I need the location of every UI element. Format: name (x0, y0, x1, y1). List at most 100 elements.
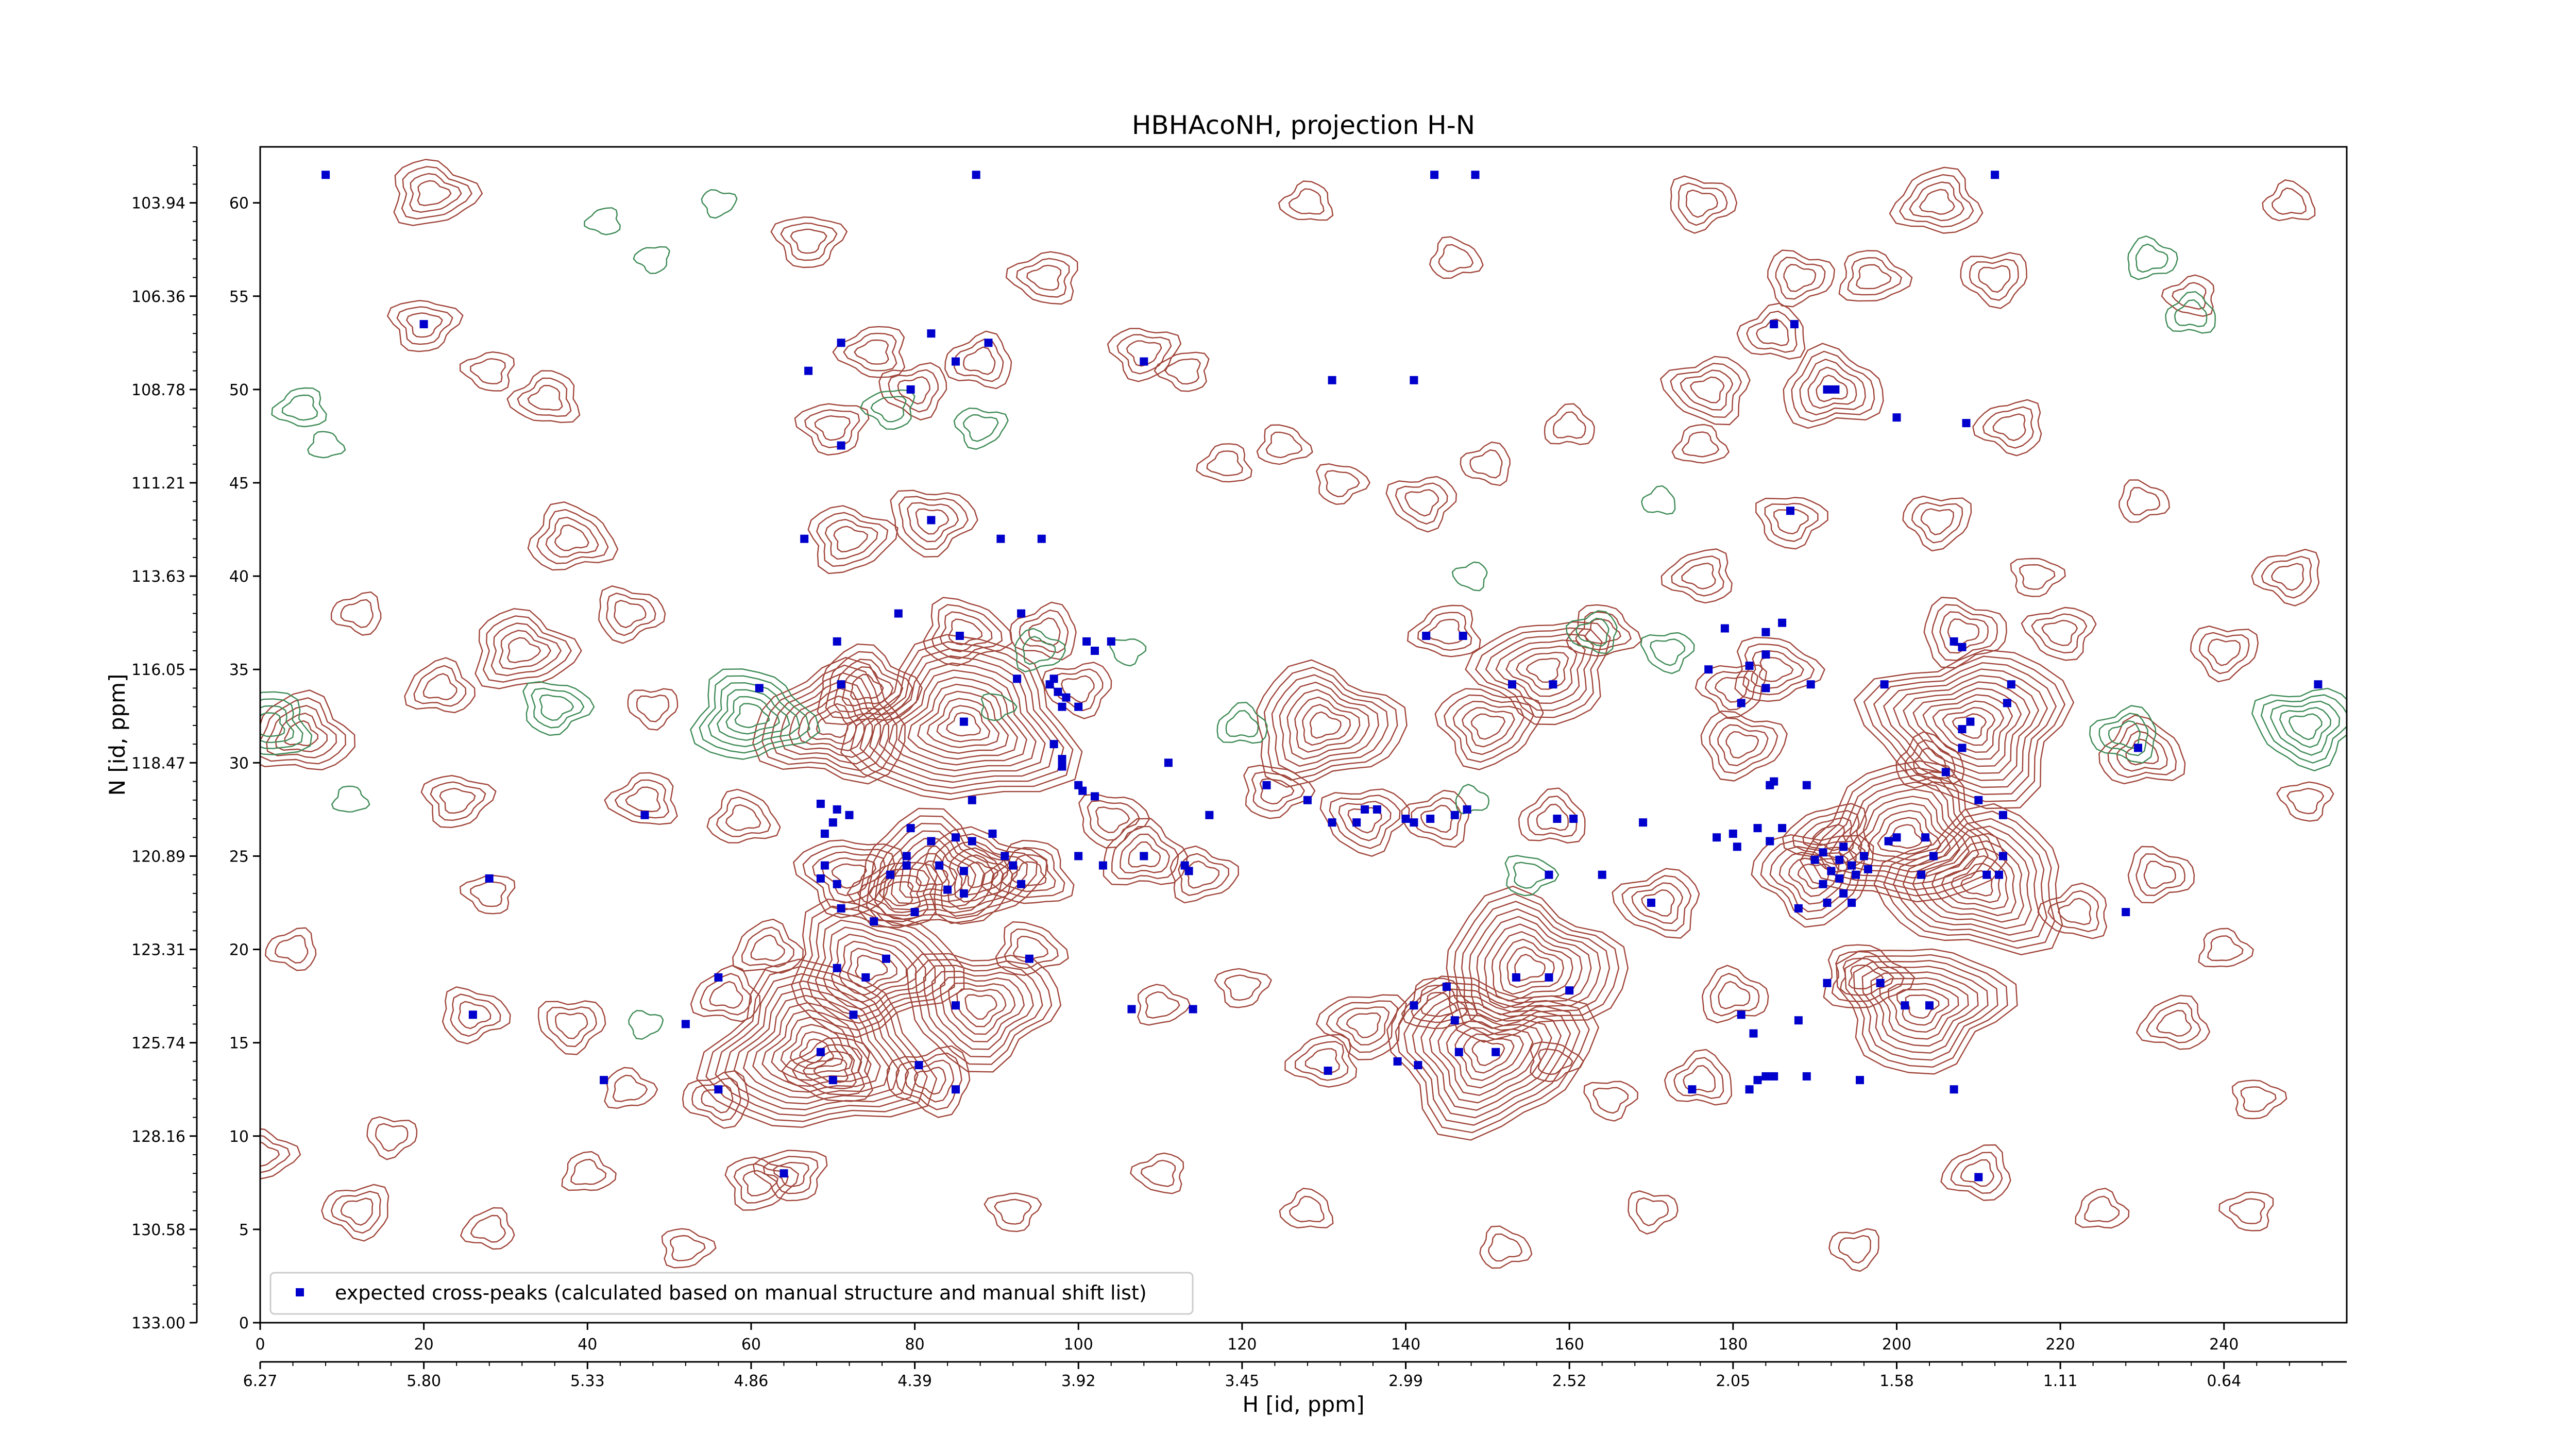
contour-level (1566, 604, 1642, 657)
contour-level (1941, 855, 2009, 910)
contour-level (1078, 794, 1150, 849)
contour-level (1527, 795, 1578, 837)
contour-level (946, 712, 981, 737)
contour-level (816, 512, 889, 567)
contour-level (1406, 604, 1481, 657)
contour-level (1004, 928, 1059, 969)
positive-contour (330, 591, 382, 636)
contour-level (1775, 257, 1826, 300)
positive-contour (1385, 476, 1458, 533)
contour-level (459, 874, 516, 915)
positive-contour (1660, 548, 1733, 604)
peak-marker (816, 800, 825, 808)
contour-level (442, 986, 511, 1044)
contour-level (923, 965, 1043, 1058)
peak-marker (1639, 818, 1648, 827)
peak-marker (2122, 908, 2130, 917)
contour-level (1216, 701, 1268, 744)
contour-level (761, 664, 898, 778)
peak-marker (2134, 744, 2142, 752)
contour-level (1904, 739, 1956, 782)
contour-level (1919, 189, 1955, 215)
contour-level (724, 1156, 799, 1211)
peak-marker (1565, 986, 1574, 995)
contour-level (612, 1074, 648, 1102)
contour-level (1838, 788, 1970, 879)
peak-marker (1569, 815, 1578, 823)
contour-level (1844, 954, 2008, 1068)
contour-level (1621, 875, 1692, 932)
peak-marker (2314, 680, 2323, 689)
positive-contour (1107, 328, 1182, 382)
contour-level (878, 362, 947, 420)
contour-level (779, 680, 882, 765)
contour-level (1395, 982, 1590, 1134)
contour-level (2031, 613, 2088, 654)
contour-level (690, 668, 821, 760)
peak-marker (1450, 1016, 1459, 1025)
contour-level (561, 1151, 617, 1191)
contour-level (474, 608, 582, 689)
peak-marker (1745, 1085, 1754, 1094)
peak-marker (972, 171, 980, 179)
contour-level (430, 781, 486, 821)
positive-contour (2262, 179, 2316, 222)
contour-level (1952, 713, 1987, 739)
contour-level (1536, 803, 1569, 831)
contour-level (1265, 431, 1303, 459)
contour-level (2261, 694, 2347, 764)
contour-level (1819, 774, 1989, 891)
contour-level (807, 913, 946, 1024)
contour-level (1673, 1057, 1724, 1099)
contour-level (2229, 1198, 2265, 1224)
peak-marker (952, 1085, 960, 1094)
contour-level (2261, 555, 2312, 599)
y-tick-label: 20 (229, 941, 249, 959)
positive-contour (321, 1184, 389, 1242)
positive-contour (770, 216, 848, 268)
x-tick-label: 140 (1391, 1336, 1420, 1354)
y-tick-label: 15 (229, 1035, 249, 1053)
contour-level (1909, 181, 1965, 222)
y-tick-label: 35 (229, 661, 249, 679)
contour-level (1893, 674, 2040, 781)
contour-level (2127, 235, 2178, 280)
positive-contour (459, 874, 516, 915)
peak-marker (779, 1169, 788, 1178)
positive-contour (995, 921, 1069, 976)
contour-level (1715, 677, 1750, 703)
contour-level (742, 994, 891, 1099)
peak-marker (1823, 385, 1832, 394)
y-ppm-tick-label: 116.05 (131, 661, 185, 679)
peak-marker (600, 1076, 608, 1085)
positive-contour (1009, 601, 1077, 661)
positive-contour (2276, 781, 2334, 822)
contour-level (953, 408, 1009, 450)
peak-marker (1802, 1072, 1811, 1081)
positive-contour (832, 326, 906, 378)
contour-level (939, 976, 1025, 1042)
contour-level (709, 981, 743, 1009)
contour-level (886, 1045, 971, 1118)
negative-contour (980, 693, 1018, 721)
peak-marker (1549, 680, 1557, 689)
contour-level (1319, 788, 1410, 857)
contour-level (980, 839, 1075, 904)
contour-level (1309, 711, 1342, 739)
peak-marker (988, 830, 997, 838)
contour-level (2098, 713, 2149, 756)
contour-level (1338, 801, 1392, 841)
peak-marker (1974, 1173, 1983, 1182)
negative-contour (2251, 687, 2347, 772)
legend: expected cross-peaks (calculated based o… (269, 1272, 1194, 1315)
contour-level (770, 672, 890, 771)
contour-level (725, 804, 761, 831)
contour-level (1028, 617, 1061, 646)
contour-level (1476, 916, 1592, 1016)
contour-level (1336, 1006, 1390, 1045)
contour-level (1566, 610, 1618, 654)
peak-marker (910, 908, 919, 917)
peak-marker (996, 534, 1005, 543)
contour-level (814, 415, 851, 441)
contour-level (1751, 834, 1874, 928)
